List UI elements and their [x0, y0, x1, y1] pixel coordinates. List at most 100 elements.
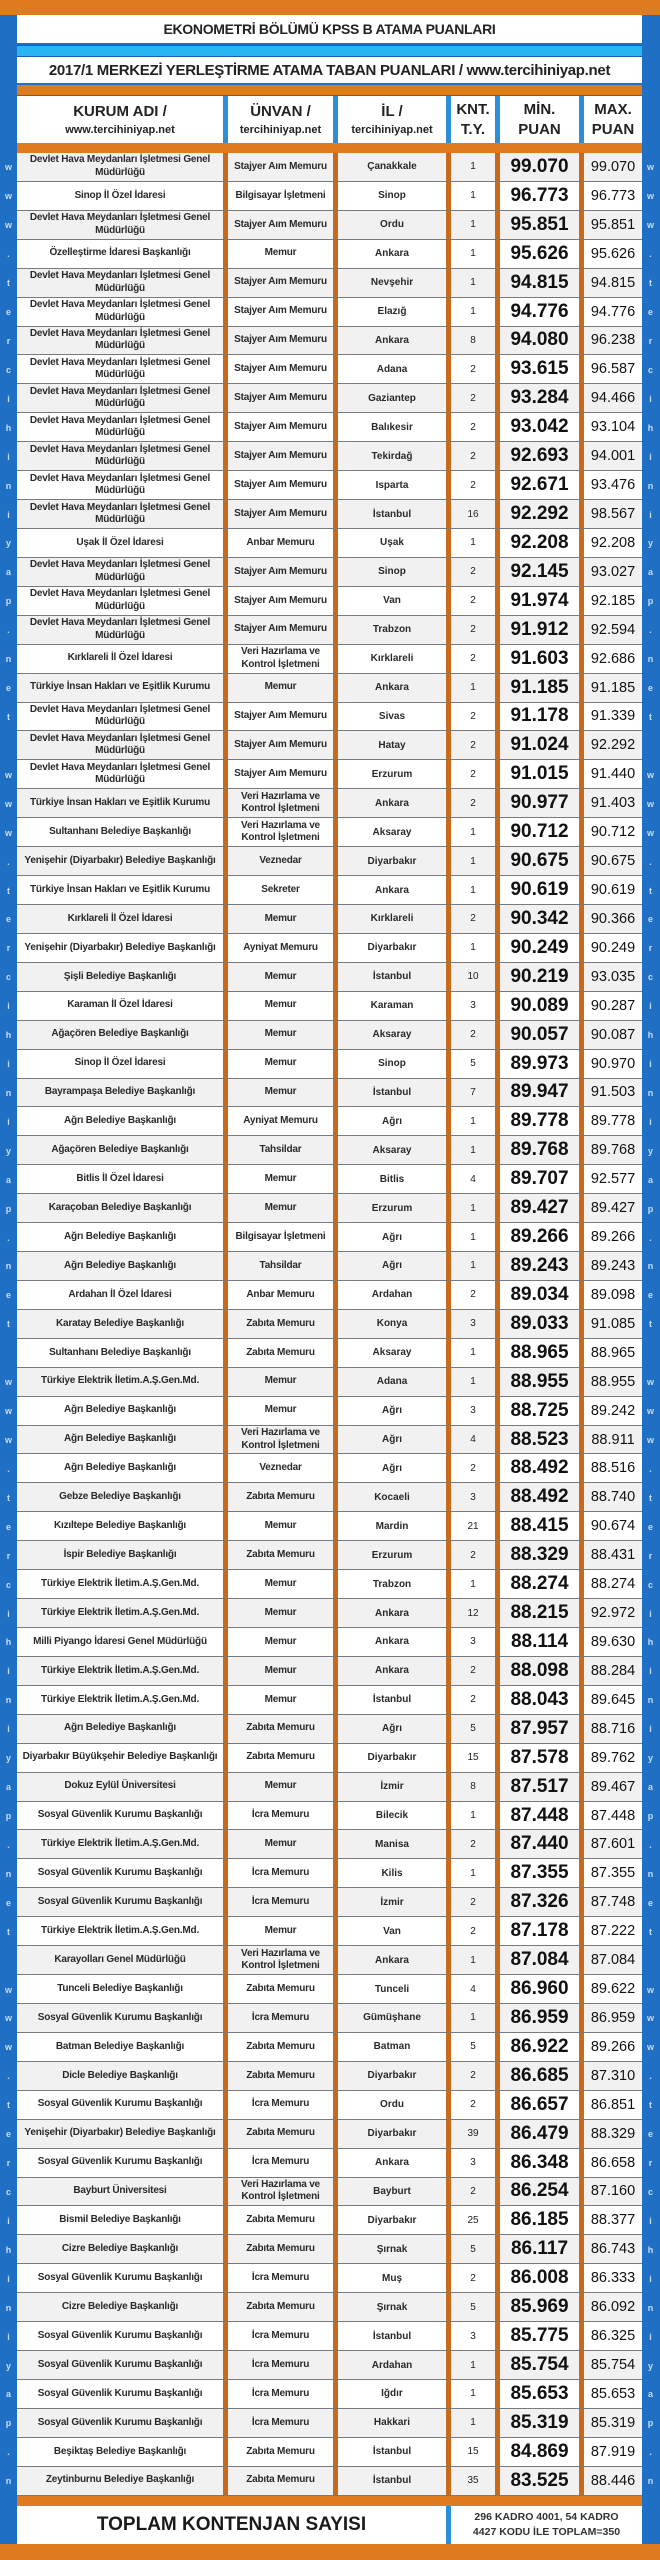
cell-kontenjan: 2 — [451, 355, 500, 384]
cell-max-puan: 88.516 — [590, 1460, 636, 1477]
cell-il: İstanbul — [338, 1078, 451, 1107]
table-row: Sosyal Güvenlik Kurumu Başkanlığı İcra Me… — [17, 1859, 642, 1889]
cell-max-puan: 90.712 — [590, 824, 636, 841]
column-header-min-puan: MİN. PUAN — [500, 96, 584, 143]
cell-unvan: Zabıta Memuru — [228, 2032, 338, 2061]
table-row: Yenişehir (Diyarbakır) Belediye Başkanlı… — [17, 847, 642, 877]
cell-unvan: Zabıta Memuru — [228, 2119, 338, 2148]
column-header-il: İL / tercihiniyap.net — [338, 96, 451, 143]
cell-kontenjan: 3 — [451, 1483, 500, 1512]
watermark-letter: n — [647, 480, 654, 491]
total-value: 296 KADRO 4001, 54 KADRO 4427 KODU İLE T… — [451, 2506, 642, 2544]
cell-min-puan: 87.517 — [500, 1772, 584, 1801]
cell-unvan: Zabıta Memuru — [228, 2061, 338, 2090]
cell-min-puan: 88.098 — [500, 1656, 584, 1685]
cell-kontenjan: 1 — [451, 847, 500, 876]
cell-min-puan: 86.254 — [500, 2177, 584, 2206]
cell-kurum: Devlet Hava Meydanları İşletmesi Genel M… — [17, 413, 228, 442]
cell-unvan: Bilgisayar İşletmeni — [228, 1223, 338, 1252]
table-row: Kızıltepe Belediye Başkanlığı Memur Mardin… — [17, 1512, 642, 1542]
watermark-letter: i — [649, 2273, 652, 2284]
watermark-letter: t — [7, 711, 10, 722]
cell-il: Ankara — [338, 239, 451, 268]
watermark-letter: w — [646, 220, 654, 231]
cell-unvan: İcra Memuru — [228, 1801, 338, 1830]
cell-max-puan: 89.266 — [590, 1229, 636, 1246]
cell-kurum: Sinop İl Özel İdaresi — [17, 181, 228, 210]
cell-unvan: Zabıta Memuru — [228, 2293, 338, 2322]
watermark-letter: n — [5, 2476, 12, 2487]
cell-kontenjan: 2 — [451, 2177, 500, 2206]
table-row: Tunceli Belediye Başkanlığı Zabıta Memuru… — [17, 1975, 642, 2004]
cell-min-puan: 95.626 — [500, 239, 584, 268]
watermark-letter: t — [7, 885, 10, 896]
cell-max-puan: 88.911 — [591, 1431, 635, 1448]
watermark-letter: p — [647, 1811, 654, 1821]
watermark-letter: . — [7, 1463, 10, 1474]
watermark-letter: h — [647, 422, 654, 433]
cell-kurum: Yenişehir (Diyarbakır) Belediye Başkanlı… — [17, 933, 228, 962]
watermark-letter: i — [7, 509, 10, 520]
cell-unvan: İcra Memuru — [228, 2148, 338, 2177]
cell-kurum: Türkiye İnsan Hakları ve Eşitlik Kurumu — [17, 876, 228, 904]
cell-max-puan: 87.310 — [590, 2067, 636, 2084]
cell-kontenjan: 4 — [451, 1425, 500, 1454]
cell-min-puan: 89.243 — [500, 1252, 584, 1280]
watermark-letter: r — [648, 943, 653, 954]
watermark-letter: i — [7, 2215, 10, 2226]
table-row: Türkiye Elektrik İletim.A.Ş.Gen.Md. Memur… — [17, 1367, 642, 1397]
cell-unvan: Zabıta Memuru — [228, 1483, 338, 1512]
cell-max-puan: 87.601 — [590, 1836, 636, 1853]
cell-kurum: Yenişehir (Diyarbakır) Belediye Başkanlı… — [17, 847, 228, 876]
cell-il: Konya — [338, 1309, 451, 1338]
cell-il: Ankara — [338, 1599, 451, 1628]
watermark-letter: w — [646, 1984, 654, 1995]
cell-max-puan: 88.329 — [590, 2125, 636, 2142]
table-row: Karaçoban Belediye Başkanlığı Memur Erzuru… — [17, 1194, 642, 1224]
cell-kurum: Sultanhanı Belediye Başkanlığı — [17, 818, 228, 847]
table-row: Sosyal Güvenlik Kurumu Başkanlığı İcra Me… — [17, 2408, 642, 2438]
cell-min-puan: 88.329 — [500, 1541, 584, 1570]
cell-kurum: Sosyal Güvenlik Kurumu Başkanlığı — [17, 2351, 228, 2379]
cell-unvan: Sekreter — [228, 876, 338, 904]
cell-kontenjan: 1 — [451, 153, 500, 181]
cell-kurum: Ağrı Belediye Başkanlığı — [17, 1396, 228, 1425]
watermark-letter: . — [7, 856, 10, 867]
cell-unvan: Tahsildar — [228, 1136, 338, 1165]
cell-max-puan: 96.587 — [590, 361, 636, 378]
cell-max-puan: 92.185 — [590, 592, 636, 609]
divider — [17, 143, 642, 153]
cell-max-puan: 88.955 — [590, 1373, 636, 1390]
watermark-letter: i — [649, 451, 652, 462]
watermark-letter: i — [649, 1116, 652, 1127]
cell-il: Ankara — [338, 1946, 451, 1975]
table-row: Sosyal Güvenlik Kurumu Başkanlığı İcra Me… — [17, 2148, 642, 2178]
cell-kurum: Cizre Belediye Başkanlığı — [17, 2293, 228, 2322]
watermark-letter: p — [647, 596, 654, 607]
cell-kontenjan: 2 — [451, 557, 500, 586]
watermark-letter: w — [4, 191, 12, 202]
cell-kurum: Ağrı Belediye Başkanlığı — [17, 1107, 228, 1136]
watermark-letter: y — [647, 1145, 653, 1156]
watermark-letter: e — [5, 307, 11, 318]
watermark-letter: . — [7, 2447, 10, 2458]
cell-kontenjan: 2 — [451, 644, 500, 673]
watermark-letter: w — [4, 1984, 12, 1995]
cell-unvan: Stajyer Aım Memuru — [228, 471, 338, 500]
header-subtext: tercihiniyap.net — [239, 123, 322, 136]
cell-kontenjan: 25 — [451, 2206, 500, 2235]
cell-kontenjan: 2 — [451, 1656, 500, 1685]
cell-il: Trabzon — [338, 615, 451, 644]
watermark-letter: r — [6, 2158, 11, 2169]
cell-unvan: Stajyer Aım Memuru — [228, 500, 338, 528]
cell-unvan: Veri Hazırlama ve Kontrol İşletmeni — [228, 818, 338, 847]
table-row: Devlet Hava Meydanları İşletmesi Genel M… — [17, 500, 642, 529]
watermark-letter: w — [646, 769, 654, 780]
watermark-letter: y — [5, 2360, 11, 2371]
cell-min-puan: 90.342 — [500, 904, 584, 933]
cell-max-puan: 85.653 — [590, 2385, 636, 2402]
table-row: Devlet Hava Meydanları İşletmesi Genel M… — [17, 442, 642, 472]
watermark-letter: w — [4, 2013, 12, 2024]
cell-unvan: İcra Memuru — [228, 2004, 338, 2032]
watermark-letter: a — [647, 2389, 653, 2400]
